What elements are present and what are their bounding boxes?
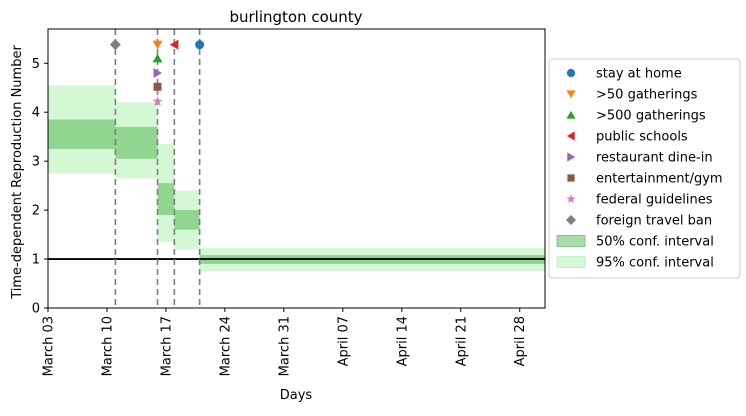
y-tick-label-0: 0 <box>32 302 40 317</box>
y-tick-label-5: 5 <box>32 57 40 72</box>
legend-label-stay-at-home: stay at home <box>596 67 682 82</box>
legend-swatch-ci95 <box>556 256 586 268</box>
x-tick-label-2: March 17 <box>159 316 174 376</box>
ci95-band-3 <box>174 190 200 250</box>
ci50-band-1 <box>115 126 158 159</box>
ci50-band-3 <box>174 210 200 230</box>
legend-label-entertainment-gym: entertainment/gym <box>596 172 723 187</box>
y-tick-label-1: 1 <box>32 253 40 268</box>
ci95-band-0 <box>48 85 116 174</box>
marker-public-schools <box>169 39 179 50</box>
ci50-band-2 <box>157 183 175 215</box>
legend-marker-50-gatherings <box>566 90 576 99</box>
legend-swatch-ci50 <box>556 235 586 247</box>
ci95-band-1 <box>115 102 158 179</box>
legend-marker-restaurant-dine-in <box>567 152 576 162</box>
marker-entertainment-gym <box>153 82 162 91</box>
legend-label-50-conf-interval: 50% conf. interval <box>596 235 714 250</box>
x-tick-label-4: March 31 <box>277 316 292 376</box>
chart-title: burlington county <box>229 8 362 26</box>
x-tick-label-3: March 24 <box>218 316 233 376</box>
y-tick-label-4: 4 <box>32 106 40 121</box>
x-tick-label-0: March 03 <box>42 316 57 376</box>
marker-federal-guidelines <box>152 96 163 106</box>
plot-frame <box>47 28 546 309</box>
legend-label-50-gatherings: >50 gatherings <box>596 88 698 103</box>
x-tick-label-5: April 07 <box>336 316 351 366</box>
ci95-band-2 <box>157 144 175 242</box>
y-axis-label: Time-dependent Reproduction Number <box>10 45 25 300</box>
legend-marker-public-schools <box>566 131 575 141</box>
legend-label-foreign-travel-ban: foreign travel ban <box>596 214 712 229</box>
legend-label-public-schools: public schools <box>596 130 688 145</box>
legend-marker-stay-at-home <box>566 68 576 78</box>
plot-area: 0 1 2 3 4 5 March 03 March 10 March 17 March 24 Ma… <box>32 28 546 376</box>
marker-stay-at-home <box>195 40 205 50</box>
y-tick-label-3: 3 <box>32 155 40 170</box>
marker-foreign-travel-ban <box>109 39 121 51</box>
legend-label-500-gatherings: >500 gatherings <box>596 109 706 124</box>
x-tick-label-6: April 14 <box>395 316 410 366</box>
legend-marker-entertainment-gym <box>567 174 575 182</box>
legend-marker-federal-guidelines <box>566 194 576 203</box>
ci50-band-0 <box>48 119 116 149</box>
marker-restaurant-dine-in <box>153 68 163 79</box>
marker-50-gatherings <box>152 40 163 50</box>
legend: stay at home >50 gatherings >500 gathering… <box>548 58 741 279</box>
x-axis-label: Days <box>280 388 313 403</box>
x-tick-label-7: April 21 <box>454 316 469 366</box>
legend-label-restaurant-dine-in: restaurant dine-in <box>596 151 713 166</box>
legend-box <box>548 58 741 279</box>
x-tick-label-1: March 10 <box>100 316 115 376</box>
marker-500-gatherings <box>152 53 163 63</box>
legend-marker-foreign-travel-ban <box>565 214 577 226</box>
legend-label-95-conf-interval: 95% conf. interval <box>596 256 714 271</box>
legend-label-federal-guidelines: federal guidelines <box>596 193 713 208</box>
legend-marker-500-gatherings <box>566 110 576 119</box>
y-tick-label-2: 2 <box>32 204 40 219</box>
x-tick-label-8: April 28 <box>513 316 528 366</box>
